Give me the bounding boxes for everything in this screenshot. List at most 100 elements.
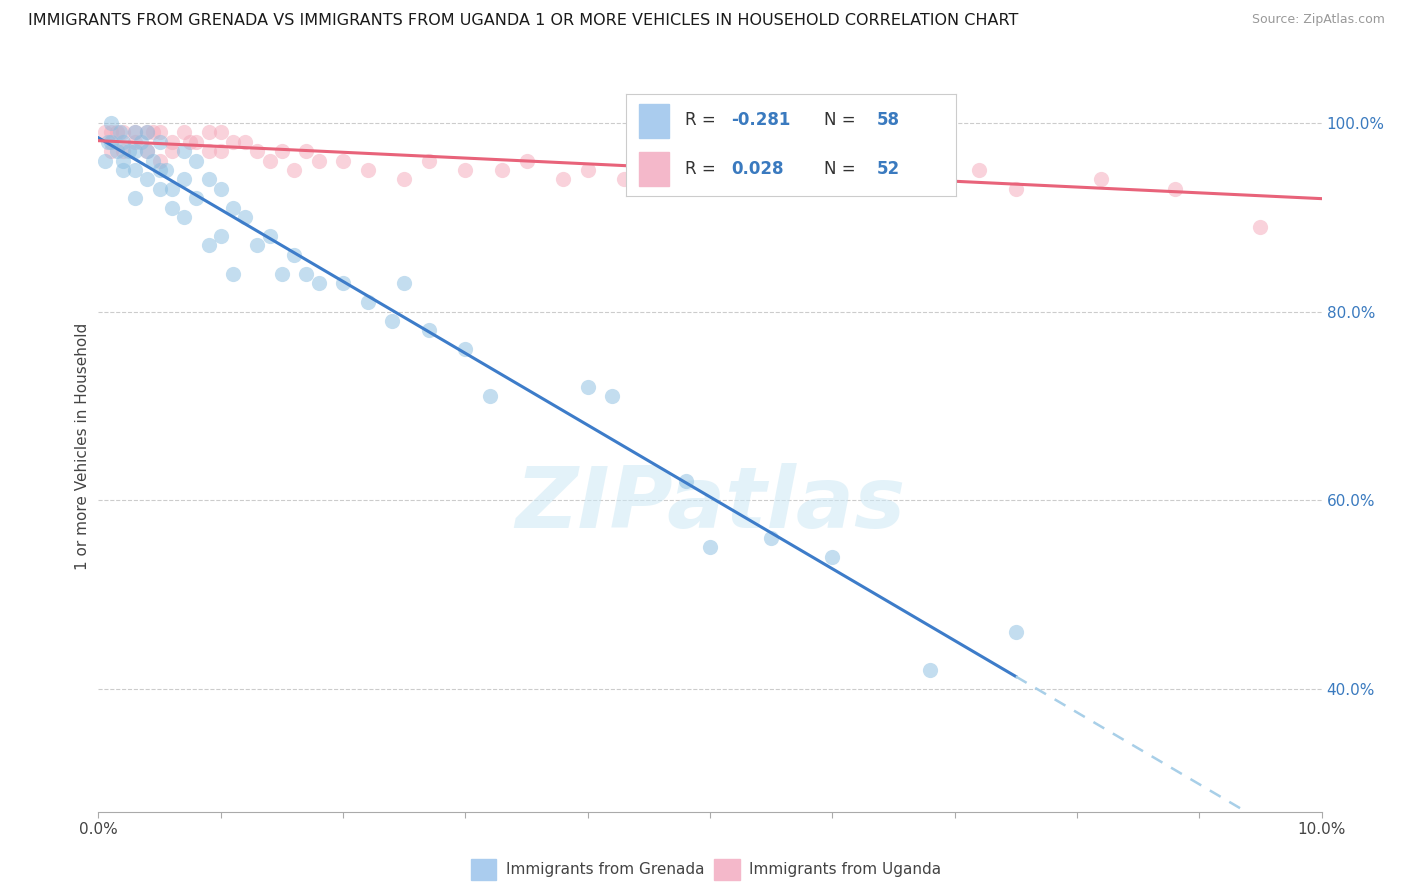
Point	[600, 389, 623, 403]
Point	[246, 238, 269, 252]
Point	[155, 163, 177, 178]
Bar	[638, 153, 669, 186]
Point	[675, 475, 697, 489]
Text: -0.281: -0.281	[731, 112, 790, 129]
Point	[259, 153, 281, 168]
Point	[149, 182, 172, 196]
Point	[259, 229, 281, 244]
Point	[637, 144, 661, 158]
Point	[111, 125, 134, 139]
Text: IMMIGRANTS FROM GRENADA VS IMMIGRANTS FROM UGANDA 1 OR MORE VEHICLES IN HOUSEHOL: IMMIGRANTS FROM GRENADA VS IMMIGRANTS FR…	[28, 13, 1018, 29]
Point	[222, 135, 245, 149]
Point	[136, 125, 159, 139]
Point	[100, 116, 122, 130]
Point	[1164, 182, 1187, 196]
Point	[136, 144, 159, 158]
Point	[124, 163, 146, 178]
Point	[233, 135, 256, 149]
Point	[576, 163, 599, 178]
Point	[920, 163, 942, 178]
Point	[478, 389, 501, 403]
Point	[197, 172, 219, 186]
Point	[283, 248, 305, 262]
Point	[209, 125, 232, 139]
Point	[179, 135, 201, 149]
Point	[454, 163, 477, 178]
Point	[149, 135, 172, 149]
Text: R =: R =	[685, 112, 721, 129]
Point	[142, 153, 165, 168]
Point	[100, 125, 122, 139]
Point	[699, 541, 721, 555]
Point	[699, 153, 721, 168]
Point	[759, 153, 782, 168]
Point	[759, 531, 782, 545]
Point	[111, 144, 134, 158]
Point	[173, 125, 195, 139]
Point	[356, 163, 378, 178]
Point	[233, 210, 256, 224]
Point	[295, 144, 318, 158]
Point	[222, 267, 245, 281]
Point	[149, 125, 172, 139]
Text: N =: N =	[824, 160, 860, 178]
Point	[209, 144, 232, 158]
Text: 0.028: 0.028	[731, 160, 785, 178]
Point	[160, 201, 183, 215]
Point	[160, 144, 183, 158]
Point	[111, 163, 134, 178]
Point	[883, 153, 905, 168]
Point	[967, 163, 990, 178]
Text: 52: 52	[877, 160, 900, 178]
Text: Source: ZipAtlas.com: Source: ZipAtlas.com	[1251, 13, 1385, 27]
Point	[1249, 219, 1271, 234]
Point	[186, 135, 208, 149]
Point	[160, 135, 183, 149]
Point	[124, 135, 146, 149]
Text: Immigrants from Grenada: Immigrants from Grenada	[506, 863, 704, 877]
Point	[332, 276, 354, 290]
Point	[308, 276, 330, 290]
Point	[821, 163, 844, 178]
Point	[270, 144, 292, 158]
Point	[821, 549, 844, 564]
Point	[93, 125, 115, 139]
Point	[149, 163, 172, 178]
Point	[105, 144, 128, 158]
Point	[97, 135, 120, 149]
Point	[124, 125, 146, 139]
Point	[142, 125, 165, 139]
Point	[1090, 172, 1112, 186]
Point	[173, 144, 195, 158]
Point	[149, 153, 172, 168]
Point	[124, 125, 146, 139]
Point	[111, 153, 134, 168]
Point	[136, 144, 159, 158]
Point	[118, 144, 141, 158]
Point	[270, 267, 292, 281]
Point	[186, 191, 208, 205]
Point	[920, 663, 942, 677]
Text: ZIPatlas: ZIPatlas	[515, 463, 905, 546]
Point	[160, 182, 183, 196]
Y-axis label: 1 or more Vehicles in Household: 1 or more Vehicles in Household	[75, 322, 90, 570]
Point	[93, 153, 115, 168]
Text: N =: N =	[824, 112, 860, 129]
Point	[516, 153, 538, 168]
Point	[124, 144, 146, 158]
Point	[129, 135, 152, 149]
Point	[186, 153, 208, 168]
Text: R =: R =	[685, 160, 721, 178]
Point	[100, 144, 122, 158]
Point	[197, 238, 219, 252]
Point	[454, 343, 477, 357]
Point	[111, 135, 134, 149]
Point	[173, 210, 195, 224]
Point	[418, 153, 440, 168]
Point	[197, 125, 219, 139]
Point	[392, 172, 416, 186]
Bar	[638, 104, 669, 137]
Point	[283, 163, 305, 178]
Point	[209, 182, 232, 196]
Point	[332, 153, 354, 168]
